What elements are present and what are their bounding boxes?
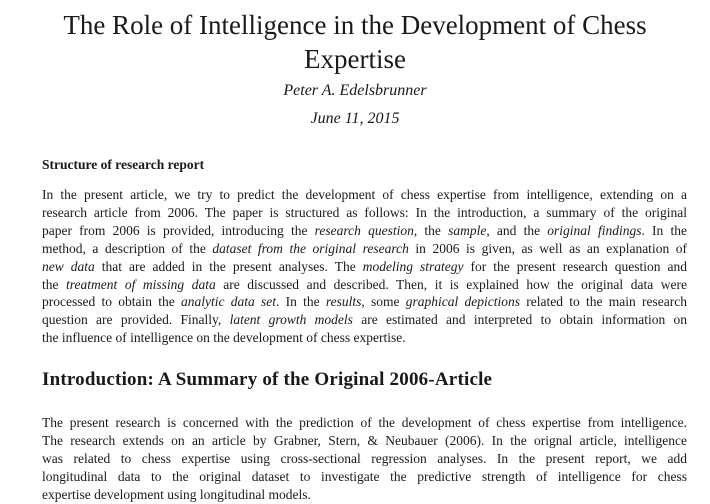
introduction-paragraph: The present research is concerned with t…	[42, 414, 687, 504]
emphasized-term: new data	[42, 258, 95, 274]
paragraph-line: the influence of intelligence on the dev…	[42, 330, 406, 346]
paragraph-line: method, a description of the dataset fro…	[42, 240, 687, 256]
paragraph-line: was related to chess expertise using cro…	[42, 450, 687, 466]
paper-date: June 11, 2015	[310, 110, 400, 127]
emphasized-term: research question	[314, 222, 414, 238]
structure-paragraph: In the present article, we try to predic…	[42, 186, 687, 347]
emphasized-term: analytic data set	[181, 294, 276, 310]
emphasized-term: results	[325, 294, 362, 310]
paragraph-line: new data that are added in the present a…	[42, 258, 687, 274]
paragraph-line: processed to obtain the analytic data se…	[42, 294, 687, 310]
emphasized-term: treatment of missing data	[66, 276, 216, 292]
emphasized-term: latent growth models	[229, 312, 353, 328]
paper-title: The Role of Intelligence in the Developm…	[63, 10, 647, 74]
paragraph-line: question are provided. Finally, latent g…	[42, 312, 688, 328]
paragraph-line: the treatment of missing data are discus…	[42, 276, 687, 292]
emphasized-term: graphical depictions	[405, 294, 521, 310]
paragraph-line: research article from 2006. The paper is…	[42, 204, 687, 220]
emphasized-term: dataset from the original research	[212, 240, 409, 256]
paragraph-line: The present research is concerned with t…	[42, 415, 687, 430]
paragraph-line: longitudinal data to the original datase…	[42, 468, 687, 484]
paper-author: Peter A. Edelsbrunner	[283, 82, 427, 99]
emphasized-term: modeling strategy	[362, 258, 464, 274]
paragraph-line: The research extends on an article by Gr…	[42, 432, 687, 448]
emphasized-term: original findings	[547, 222, 642, 238]
emphasized-term: sample	[448, 222, 487, 238]
structure-heading: Structure of research report	[42, 157, 205, 172]
introduction-heading: Introduction: A Summary of the Original …	[42, 369, 493, 390]
paragraph-line: In the present article, we try to predic…	[42, 187, 687, 202]
paragraph-line: expertise development using longitudinal…	[42, 486, 311, 502]
paragraph-line: paper from 2006 is provided, introducing…	[42, 222, 687, 238]
